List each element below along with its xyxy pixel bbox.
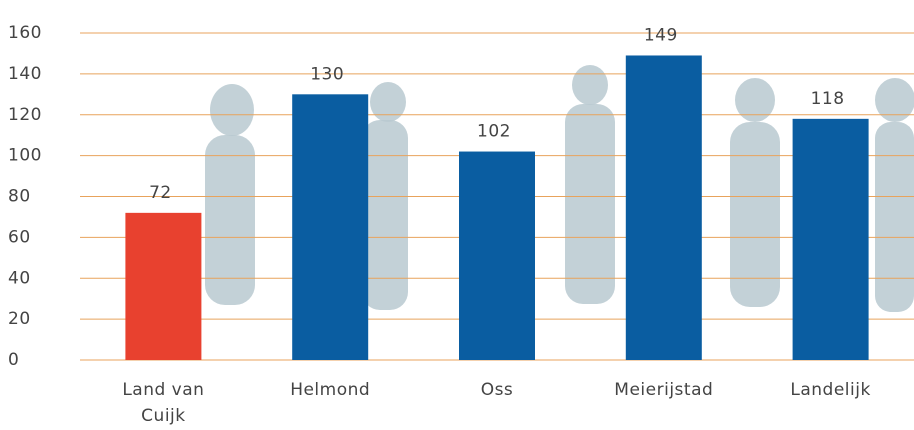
page: {"chart_data": {"type": "bar", "categori… xyxy=(0,0,914,430)
value-label: 149 xyxy=(644,25,678,45)
y-tick-label: 80 xyxy=(8,187,31,207)
y-tick-label: 0 xyxy=(8,350,19,370)
y-tick-label: 60 xyxy=(8,227,31,247)
y-tick-label: 160 xyxy=(8,23,42,43)
bar xyxy=(292,94,368,360)
y-tick-label: 140 xyxy=(8,64,42,84)
bar xyxy=(125,213,201,360)
value-label: 102 xyxy=(477,122,511,142)
y-tick-label: 40 xyxy=(8,268,31,288)
x-tick-label: Landelijk xyxy=(790,380,870,400)
value-label: 130 xyxy=(310,64,344,84)
value-label: 72 xyxy=(149,183,172,203)
bar xyxy=(626,55,702,360)
x-tick-label: Oss xyxy=(481,380,514,400)
x-tick-label: Helmond xyxy=(290,380,370,400)
chart: 0 20 40 60 80 100 120 140 160 Land vanCuijk 72 Helm… xyxy=(0,0,914,430)
x-tick-label: Meierijstad xyxy=(614,380,713,400)
y-tick-label: 100 xyxy=(8,146,42,166)
bar xyxy=(793,119,869,360)
bar xyxy=(459,152,535,360)
y-tick-label: 20 xyxy=(8,309,31,329)
value-label: 118 xyxy=(811,89,845,109)
y-tick-label: 120 xyxy=(8,105,42,125)
